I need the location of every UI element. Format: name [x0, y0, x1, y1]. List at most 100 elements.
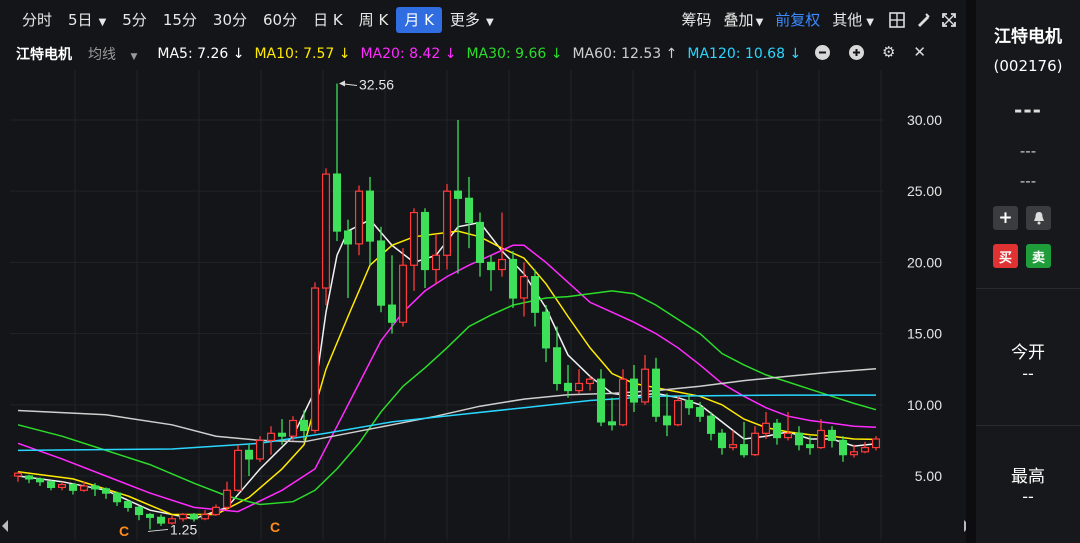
tab-day-k[interactable]: 日 K [313, 11, 343, 29]
adjust-button[interactable]: 前复权 [775, 11, 821, 29]
ma60-value: MA60: 12.53 ↑ [572, 46, 678, 62]
ma30-value: MA30: 9.66 ↓ [466, 46, 563, 62]
candle [585, 378, 595, 385]
grid-icon[interactable] [888, 11, 906, 29]
scroll-left-icon [2, 520, 8, 532]
tab-month-k[interactable]: 月 K [396, 7, 442, 33]
candle [46, 481, 56, 489]
ma-line-ma120 [17, 394, 876, 452]
ma-line-ma5 [17, 218, 877, 520]
sidebar-separator [976, 425, 1080, 426]
tab-week-k[interactable]: 周 K [358, 11, 389, 29]
tab-60min[interactable]: 60分 [263, 11, 298, 29]
candle [13, 472, 23, 477]
panel-divider [966, 0, 976, 543]
ma-line-ma30 [17, 290, 877, 506]
candle [211, 506, 221, 516]
candle [266, 432, 276, 442]
chevron-down-icon: ▼ [485, 17, 494, 28]
period-toolbar: 分时 5日 ▼ 5分 15分 30分 60分 日 K 周 K 月 K 更多 ▼ 筹码… [0, 0, 966, 40]
overlay-button[interactable]: 叠加 ▼ [723, 11, 764, 29]
candle [706, 415, 716, 434]
alert-button[interactable] [1026, 206, 1051, 230]
candle [233, 449, 243, 491]
tab-more[interactable]: 更多 ▼ [449, 11, 494, 29]
candle [420, 211, 430, 271]
candle [739, 444, 749, 456]
candle [827, 429, 837, 442]
chevron-down-icon: ▼ [755, 17, 764, 28]
candle [662, 415, 672, 426]
candle [35, 478, 45, 483]
candle [24, 475, 34, 480]
candle [332, 173, 342, 232]
candle [365, 190, 375, 242]
y-tick-label: 30.00 [907, 112, 942, 128]
candle [79, 485, 89, 491]
gear-icon[interactable]: ⚙ [881, 43, 896, 61]
candle [57, 483, 67, 489]
candle [464, 197, 474, 224]
chips-button[interactable]: 筹码 [681, 11, 712, 29]
candle [596, 378, 606, 423]
y-tick-label: 10.00 [907, 397, 942, 413]
candle [387, 304, 397, 323]
candle [189, 513, 199, 520]
plus-icon: + [998, 208, 1013, 228]
candle [860, 446, 870, 453]
y-tick-label: 5.00 [915, 468, 942, 484]
y-tick-label: 25.00 [907, 183, 942, 199]
brush-icon[interactable] [914, 11, 932, 29]
sell-button[interactable]: 卖 [1026, 244, 1051, 268]
candle [541, 311, 551, 349]
buy-button[interactable]: 买 [993, 244, 1018, 268]
other-button[interactable]: 其他 ▼ [832, 11, 874, 29]
candle [497, 258, 507, 271]
high-label: 32.56 [359, 77, 394, 93]
candle [794, 432, 804, 446]
ma5-value: MA5: 7.26 ↓ [157, 46, 245, 62]
add-watchlist-button[interactable]: + [993, 206, 1018, 230]
candle [431, 254, 441, 271]
tab-fenshi[interactable]: 分时 [22, 11, 53, 29]
candle [200, 513, 210, 520]
candle [310, 287, 320, 432]
expand-icon[interactable] [940, 11, 958, 29]
sidebar-separator [976, 288, 1080, 289]
candle [519, 276, 529, 299]
stock-name-label: 江特电机 [16, 47, 72, 63]
candle [684, 399, 694, 409]
tab-5day[interactable]: 5日 ▼ [68, 11, 107, 29]
quote-sidebar: 江特电机 (002176) --- --- --- + 买 卖 今开 -- 最高… [976, 0, 1080, 543]
event-marker: C [270, 519, 280, 535]
ma-selector[interactable]: 均线 ▼ [88, 47, 138, 63]
minus-circle-icon[interactable] [814, 45, 830, 60]
scroll-right-icon [964, 520, 966, 532]
ma-line-ma20 [17, 244, 877, 513]
tab-30min[interactable]: 30分 [212, 11, 247, 29]
candle [453, 190, 463, 199]
sidebar-change-pct: --- [1019, 172, 1037, 190]
sidebar-stock-name: 江特电机 [994, 27, 1062, 47]
candle [167, 518, 177, 524]
candlestick-chart[interactable]: 32.56 1.25 C C 30.00 25.00 20.00 15.00 10.00 5.00 [0, 70, 966, 543]
candle [508, 258, 518, 299]
y-tick-label: 20.00 [907, 254, 942, 270]
close-icon[interactable]: ✕ [913, 43, 926, 61]
candle [442, 190, 452, 256]
plus-circle-icon[interactable] [848, 45, 864, 60]
candle [244, 449, 254, 460]
candle [178, 513, 188, 520]
candle [475, 221, 485, 263]
candle [288, 419, 298, 437]
candle [673, 399, 683, 426]
high-value: -- [1022, 487, 1034, 506]
sidebar-stock-code: (002176) [993, 57, 1063, 75]
candle [343, 230, 353, 245]
candle [222, 489, 232, 508]
tab-5min[interactable]: 5分 [122, 11, 147, 29]
candle [409, 211, 419, 266]
tab-15min[interactable]: 15分 [162, 11, 197, 29]
candle [123, 501, 133, 508]
candle [277, 432, 287, 437]
